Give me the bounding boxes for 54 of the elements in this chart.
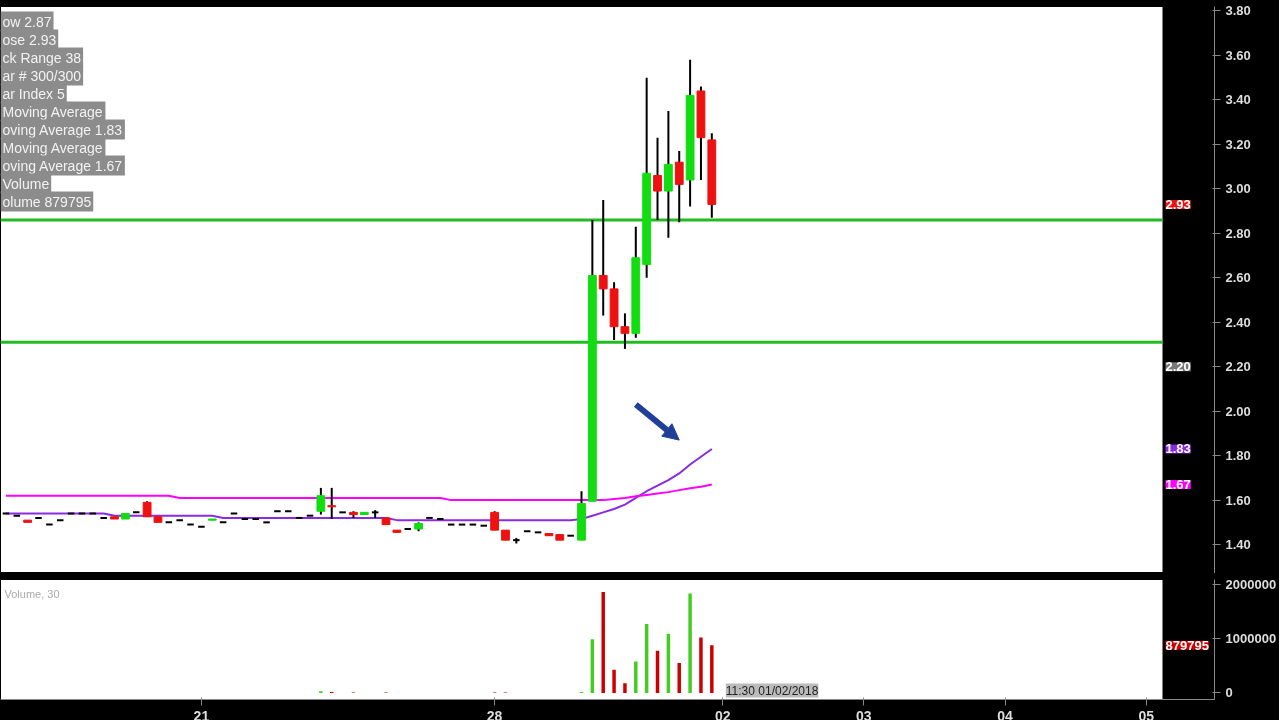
y-tick-label: 3.20 (1225, 136, 1251, 152)
y-tick-label: 0 (1225, 685, 1233, 701)
y-tick-label: 3.80 (1225, 3, 1251, 19)
annotation: 1.83 (1165, 441, 1191, 457)
annotation: ar Index 5 (2, 85, 65, 102)
y-tick-label: 2.00 (1225, 403, 1251, 419)
annotation: oving Average 1.83 (2, 121, 123, 138)
annotation: ck Range 38 (2, 49, 82, 66)
candlestick (316, 486, 326, 516)
annotation: Moving Average (2, 103, 103, 120)
x-tick-label: 21 (193, 707, 210, 720)
annotation: ar # 300/300 (2, 67, 82, 84)
bar (601, 591, 605, 693)
annotation: oving Average 1.67 (2, 157, 123, 174)
annotation: 2.93 (1165, 196, 1191, 212)
bar (699, 637, 703, 693)
candlestick (620, 312, 630, 350)
x-tick-label: 02 (714, 707, 731, 720)
y-tick-label: 3.40 (1225, 92, 1251, 108)
candlestick (674, 150, 684, 224)
annotation: olume 879795 (2, 193, 92, 210)
candlestick (490, 510, 500, 532)
annotation: ow 2.87 (2, 13, 52, 30)
x-tick-label: 28 (486, 707, 503, 720)
bar (623, 683, 627, 693)
annotation: 2.20 (1165, 359, 1191, 375)
y-tick-label: 2.20 (1225, 359, 1251, 375)
y-tick-label: 2000000 (1225, 576, 1277, 592)
annotation: 1.67 (1165, 477, 1191, 493)
x-tick-label: 05 (1138, 707, 1155, 720)
bar (612, 669, 616, 693)
bar (710, 645, 714, 693)
text: 879795 (1165, 637, 1209, 653)
y-tick-label: 2.40 (1225, 314, 1251, 330)
candlestick (653, 136, 662, 221)
y-tick-label: 3.60 (1225, 47, 1251, 63)
annotation: 11:30 01/02/2018 (725, 683, 819, 698)
y-tick-label: 1.40 (1225, 537, 1251, 553)
bar (688, 593, 692, 693)
annotation: ose 2.93 (2, 31, 57, 48)
y-tick-label: 2.60 (1225, 270, 1251, 286)
bar (634, 661, 638, 693)
y-tick-label: 1000000 (1225, 631, 1277, 647)
candlestick (327, 486, 337, 521)
y-tick-label: 1.60 (1225, 492, 1251, 508)
x-tick-label: 03 (856, 707, 872, 720)
annotation: Volume (2, 175, 50, 192)
y-tick-label: 1.80 (1225, 448, 1251, 464)
annotation: Volume, 30 (4, 587, 60, 600)
y-tick-label: 2.80 (1225, 225, 1251, 241)
x-tick-label: 04 (997, 707, 1014, 720)
candlestick (598, 198, 608, 317)
annotation: Moving Average (2, 139, 103, 156)
y-tick-label: 3.00 (1225, 181, 1251, 197)
